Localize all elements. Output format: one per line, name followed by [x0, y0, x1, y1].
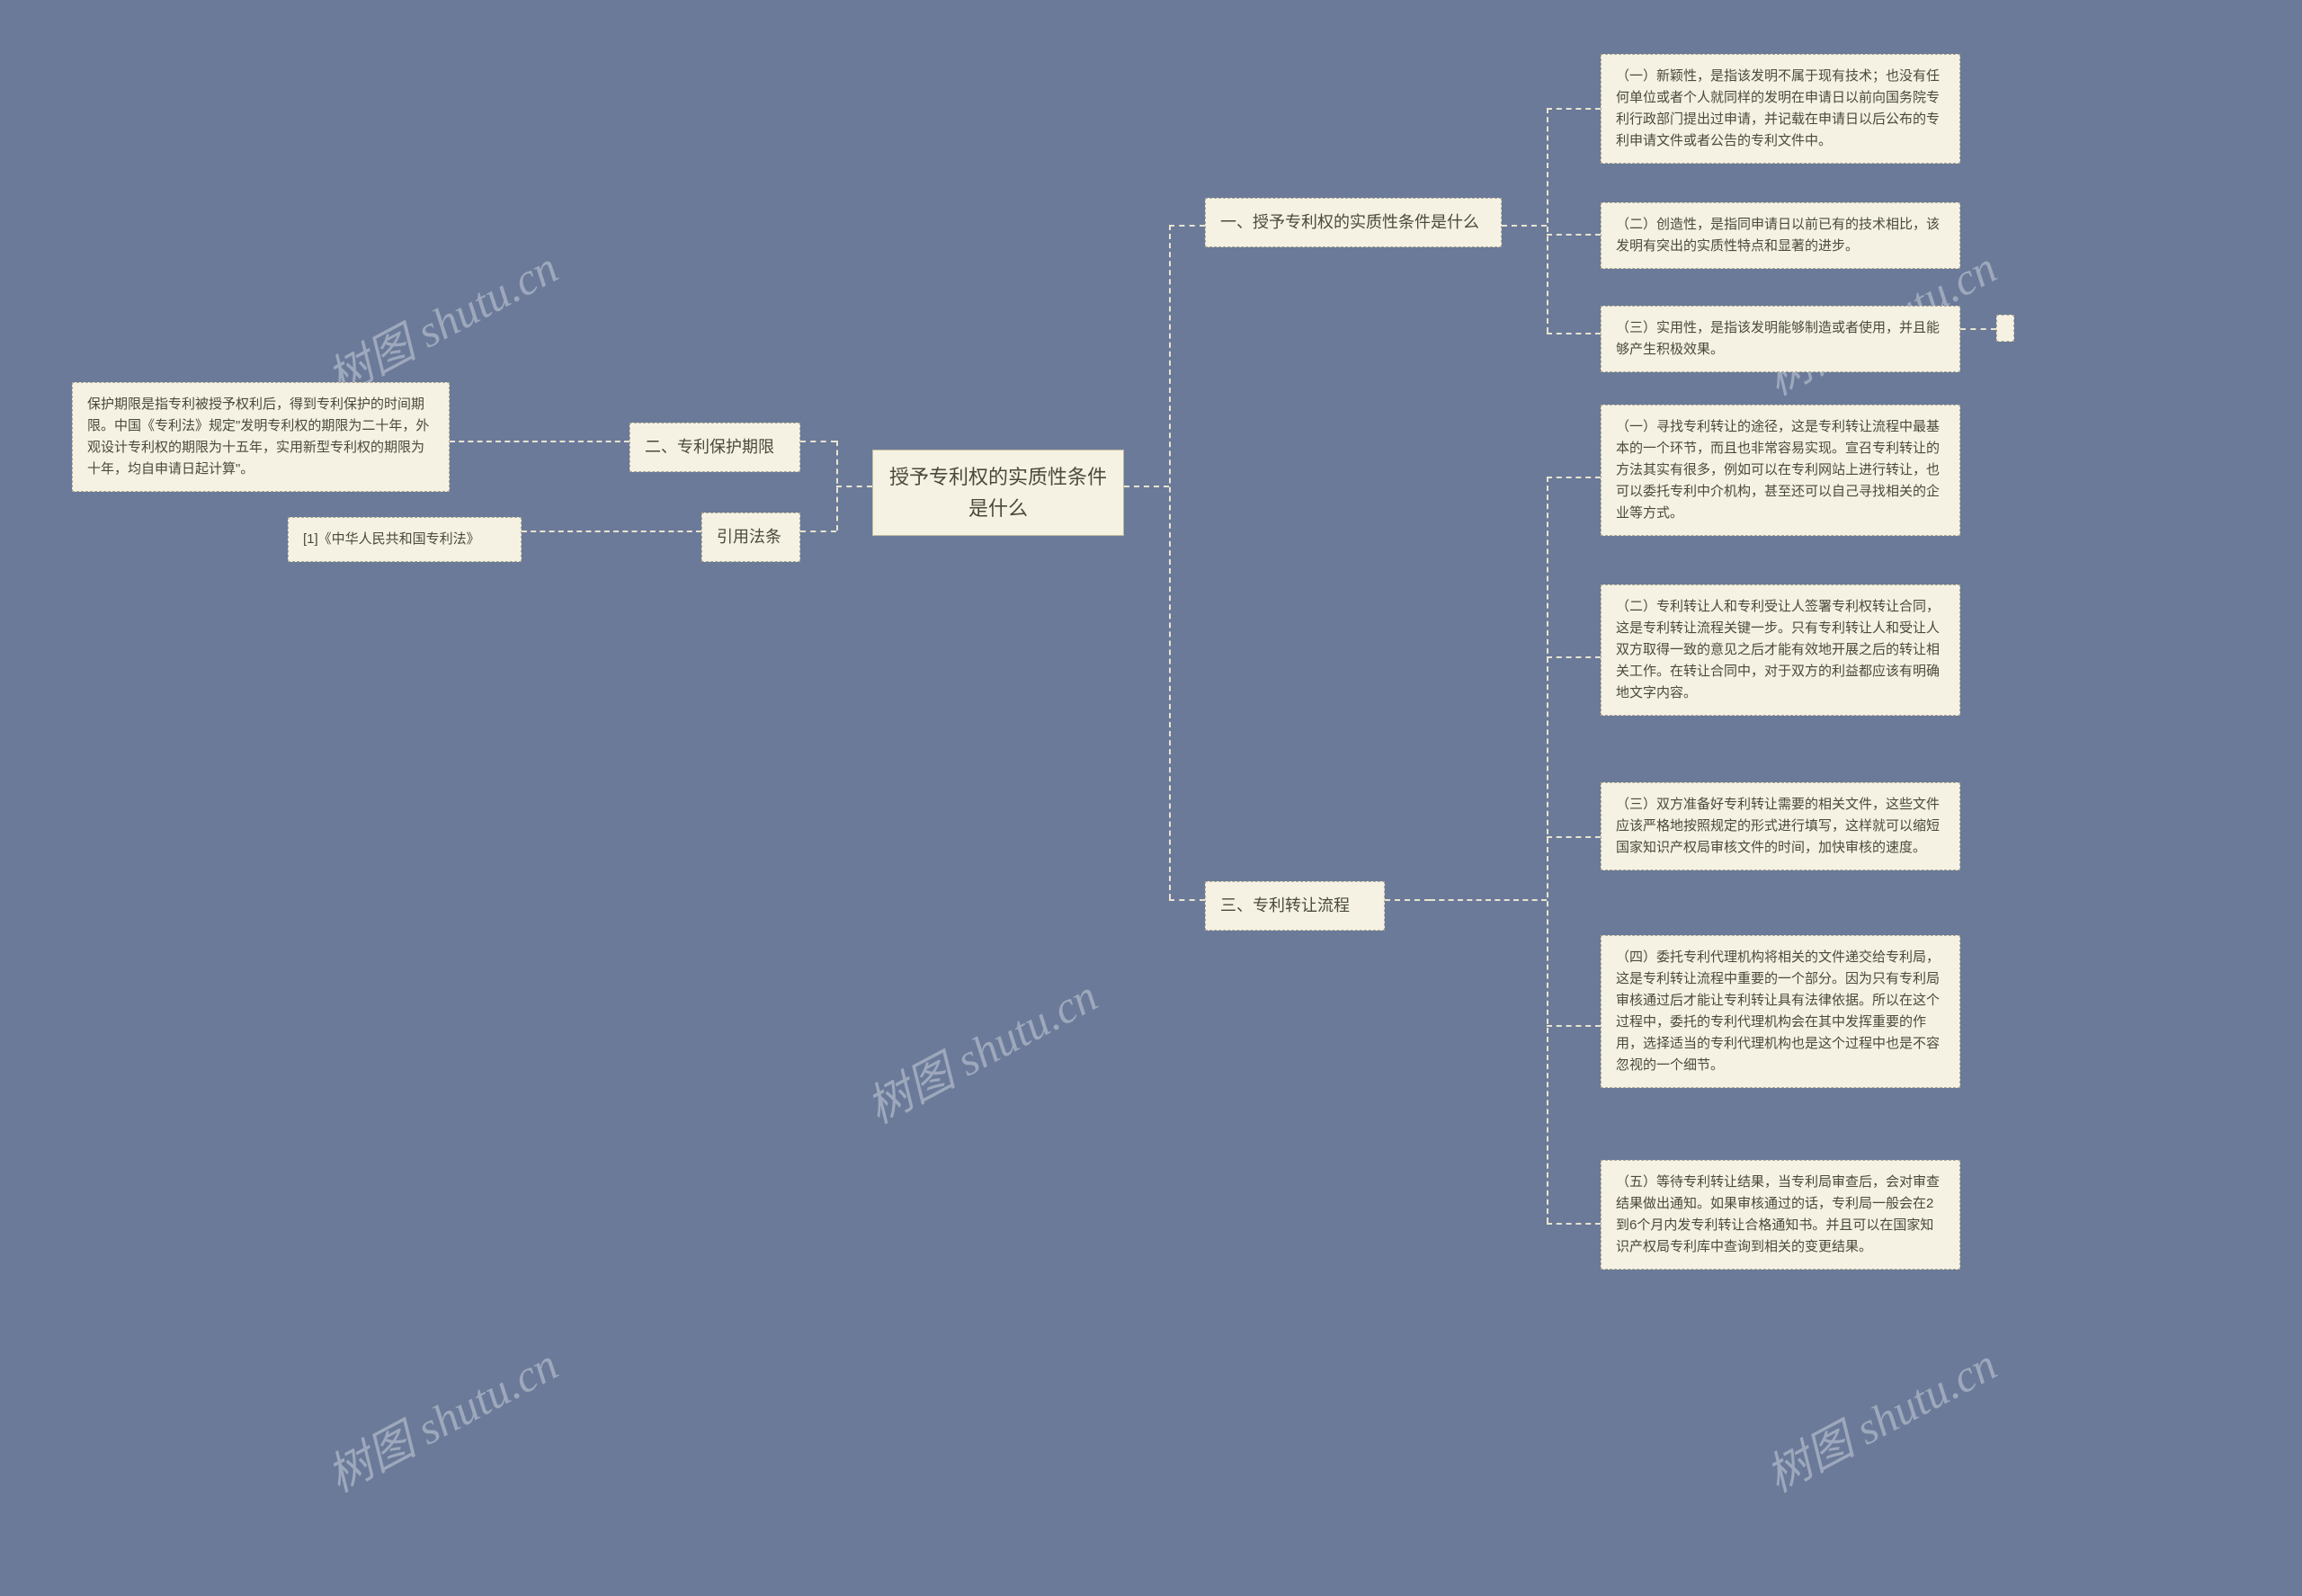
watermark: 树图 shutu.cn	[854, 960, 1108, 1136]
connector	[1547, 1025, 1601, 1027]
watermark: 树图 shutu.cn	[315, 1329, 568, 1504]
branch-cited-laws: 引用法条	[701, 513, 800, 562]
leaf-transfer-step3: （三）双方准备好专利转让需要的相关文件，这些文件应该严格地按照规定的形式进行填写…	[1601, 782, 1960, 870]
leaf-cited-law-1: [1]《中华人民共和国专利法》	[288, 517, 522, 562]
connector	[1547, 333, 1601, 334]
leaf-transfer-step2: （二）专利转让人和专利受让人签署专利权转让合同，这是专利转让流程关键一步。只有专…	[1601, 584, 1960, 716]
branch-substantive-conditions: 一、授予专利权的实质性条件是什么	[1205, 198, 1502, 247]
connector	[522, 531, 701, 532]
leaf-novelty: （一）新颖性，是指该发明不属于现有技术；也没有任何单位或者个人就同样的发明在申请…	[1601, 54, 1960, 164]
connector	[1547, 836, 1601, 838]
connector	[1547, 477, 1601, 478]
connector	[800, 441, 836, 442]
connector	[1385, 899, 1430, 901]
connector	[1430, 899, 1547, 901]
connector	[836, 486, 872, 487]
connector	[1169, 225, 1171, 899]
tiny-node-utility-extra	[1996, 315, 2014, 342]
root-title-line2: 是什么	[888, 493, 1109, 524]
connector	[836, 441, 838, 531]
connector	[1124, 486, 1169, 487]
connector	[1502, 225, 1547, 227]
connector	[1547, 656, 1601, 658]
connector	[1547, 234, 1601, 236]
leaf-inventiveness: （二）创造性，是指同申请日以前已有的技术相比，该发明有突出的实质性特点和显著的进…	[1601, 202, 1960, 269]
leaf-transfer-step4: （四）委托专利代理机构将相关的文件递交给专利局，这是专利转让流程中重要的一个部分…	[1601, 935, 1960, 1088]
leaf-utility: （三）实用性，是指该发明能够制造或者使用，并且能够产生积极效果。	[1601, 306, 1960, 372]
connector	[1169, 225, 1205, 227]
leaf-transfer-step1: （一）寻找专利转让的途径，这是专利转让流程中最基本的一个环节，而且也非常容易实现…	[1601, 405, 1960, 536]
connector	[1547, 108, 1548, 333]
branch-transfer-process: 三、专利转让流程	[1205, 881, 1385, 931]
branch-protection-period: 二、专利保护期限	[629, 423, 800, 472]
connector	[1547, 477, 1548, 1223]
connector	[1547, 108, 1601, 110]
connector	[1960, 328, 1996, 330]
watermark: 树图 shutu.cn	[1753, 1329, 2007, 1504]
root-node: 授予专利权的实质性条件 是什么	[872, 450, 1124, 536]
connector	[450, 441, 629, 442]
root-title-line1: 授予专利权的实质性条件	[888, 461, 1109, 493]
connector	[1169, 899, 1205, 901]
leaf-protection-period-desc: 保护期限是指专利被授予权利后，得到专利保护的时间期限。中国《专利法》规定"发明专…	[72, 382, 450, 492]
connector	[1547, 1223, 1601, 1225]
connector	[800, 531, 836, 532]
leaf-transfer-step5: （五）等待专利转让结果，当专利局审查后，会对审查结果做出通知。如果审核通过的话，…	[1601, 1160, 1960, 1270]
